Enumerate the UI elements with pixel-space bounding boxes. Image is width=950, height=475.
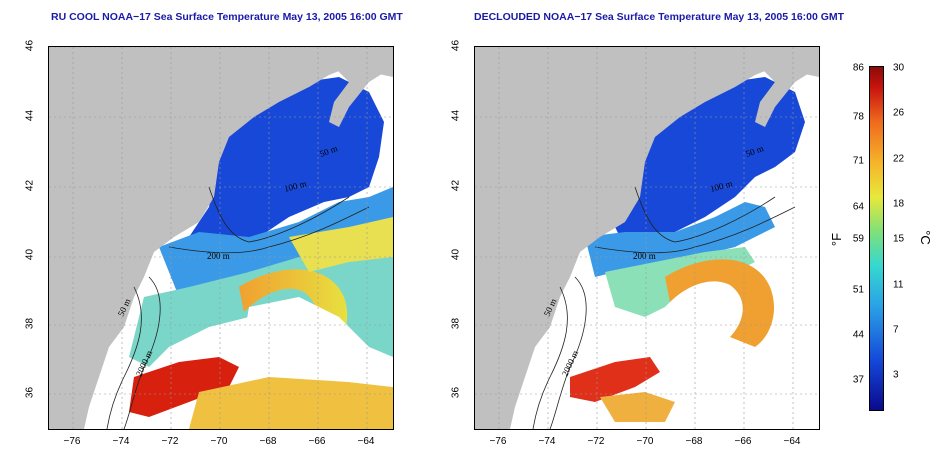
right-land [475, 47, 819, 429]
left-x-tick: −74 [112, 436, 130, 447]
colorbar-c-tick: 22 [893, 153, 905, 165]
right-warm-patch [570, 357, 660, 402]
colorbar-f-tick: 78 [852, 111, 864, 123]
left-nova-scotia [319, 47, 393, 127]
colorbar-c-tick: 30 [893, 62, 905, 74]
colorbar-c-tick: 18 [893, 198, 905, 210]
left-warm-core [129, 357, 239, 417]
right-x-tick: −66 [734, 436, 752, 447]
left-y-tick: 40 [24, 248, 36, 261]
right-warm-south [600, 392, 675, 422]
right-y-tick: 46 [450, 39, 462, 52]
colorbar-c-tick: 26 [893, 107, 905, 119]
left-cloud-area [239, 297, 393, 387]
right-gulf-stream [665, 259, 775, 347]
colorbar-celsius-label: °C [917, 230, 933, 245]
right-x-tick: −72 [587, 436, 605, 447]
right-x-tick: −76 [489, 436, 507, 447]
right-nova-scotia [745, 47, 819, 127]
left-y-tick: 46 [24, 39, 36, 52]
left-land [49, 47, 393, 429]
left-x-tick: −66 [308, 436, 326, 447]
right-x-tick: −64 [783, 436, 801, 447]
left-y-tick: 42 [24, 179, 36, 192]
right-x-tick: −68 [685, 436, 703, 447]
right-y-tick: 42 [450, 179, 462, 192]
colorbar-f-tick: 59 [852, 233, 864, 245]
colorbar-f-tick: 44 [852, 329, 864, 341]
colorbar-f-tick: 71 [852, 155, 864, 167]
left-x-tick: −70 [210, 436, 228, 447]
colorbar-f-tick: 86 [852, 62, 864, 74]
left-map-title: RU COOL NOAA−17 Sea Surface Temperature … [51, 11, 403, 23]
right-contour-label-200m: 200 m [633, 251, 656, 261]
left-x-tick: −68 [259, 436, 277, 447]
left-mid-water [159, 187, 393, 297]
left-y-tick: 38 [24, 317, 36, 330]
right-y-tick: 40 [450, 248, 462, 261]
right-x-tick: −74 [538, 436, 556, 447]
colorbar-c-tick: 11 [893, 279, 904, 291]
left-x-tick: −76 [63, 436, 81, 447]
temperature-colorbar [869, 66, 884, 411]
colorbar-f-tick: 51 [852, 284, 864, 296]
left-contour-label-200m: 200 m [207, 251, 230, 261]
colorbar-c-tick: 3 [893, 369, 899, 381]
right-map-title: DECLOUDED NOAA−17 Sea Surface Temperatur… [474, 11, 845, 23]
right-y-tick: 36 [450, 386, 462, 399]
left-warm-south [189, 377, 393, 429]
colorbar-f-tick: 37 [852, 374, 864, 386]
right-x-tick: −70 [636, 436, 654, 447]
colorbar-f-tick: 64 [852, 201, 864, 213]
right-mid-water [585, 202, 775, 277]
colorbar-c-tick: 7 [893, 324, 899, 336]
left-y-tick: 36 [24, 386, 36, 399]
right-sst-map: 50 m 100 m 200 m 2000 m 50 m [474, 46, 820, 430]
left-x-tick: −64 [357, 436, 375, 447]
colorbar-fahrenheit-label: °F [829, 232, 845, 247]
left-x-tick: −72 [161, 436, 179, 447]
right-contour-label-2000m: 2000 m [560, 349, 581, 378]
left-y-tick: 44 [24, 109, 36, 122]
colorbar-c-tick: 15 [893, 233, 905, 245]
right-y-tick: 38 [450, 317, 462, 330]
left-sst-map: 50 m 100 m 200 m 2000 m 50 m [48, 46, 394, 430]
right-y-tick: 44 [450, 109, 462, 122]
